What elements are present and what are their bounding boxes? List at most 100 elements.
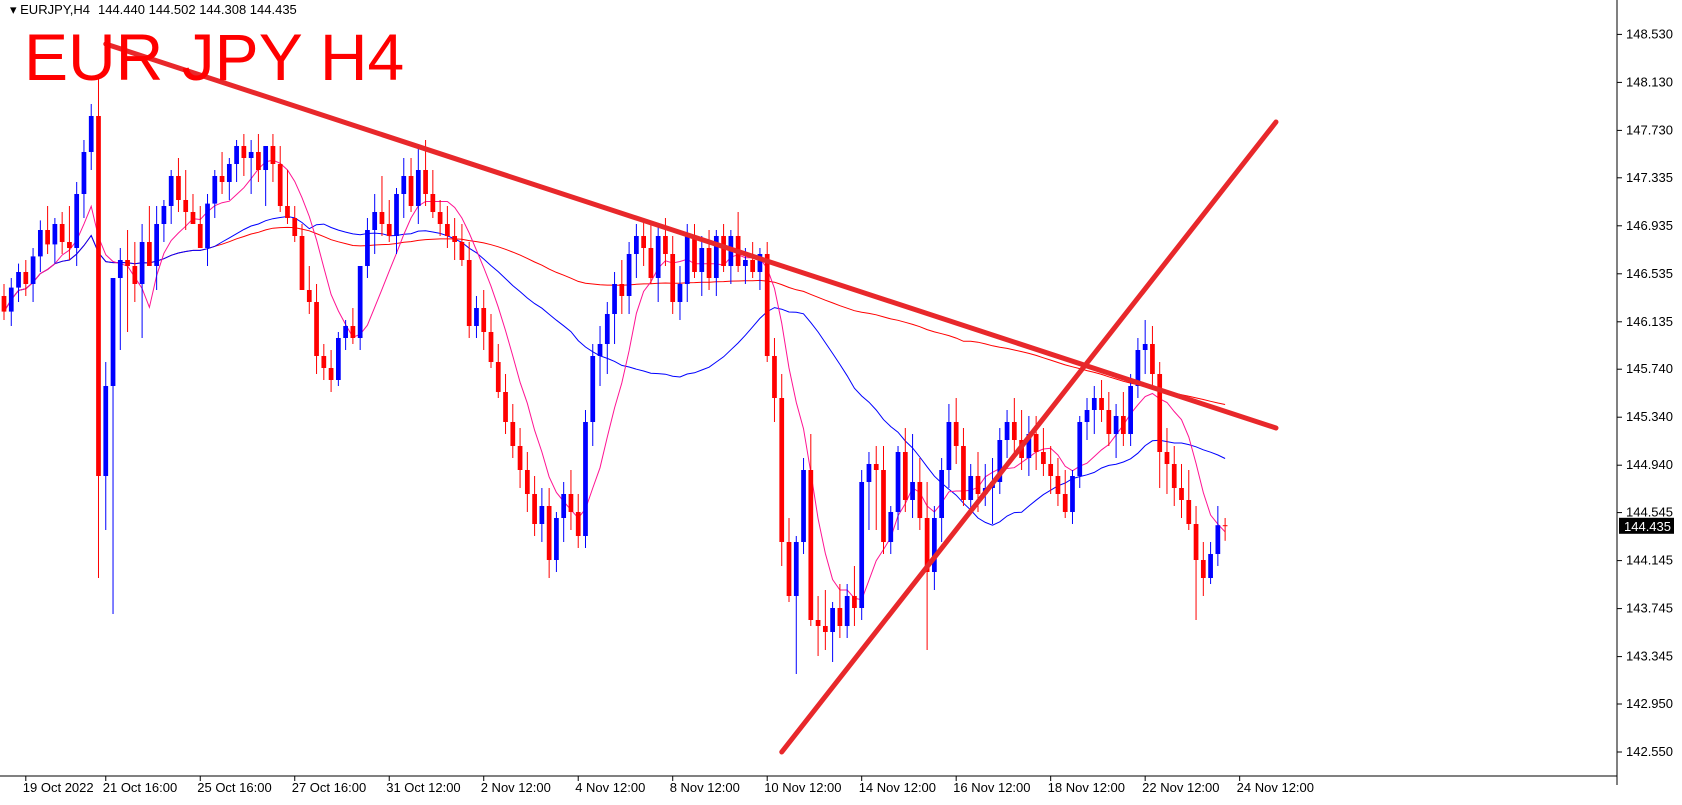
candle-body [292,218,298,236]
candle [321,344,327,380]
candle-body [568,494,574,512]
candle [408,158,414,212]
candle-body [401,176,407,194]
candle [452,218,458,260]
candle [263,146,269,206]
y-tick-label: 148.130 [1626,74,1673,89]
candle-body [953,422,959,446]
candle [495,344,501,398]
candle-body [1026,434,1032,458]
candle [139,224,145,338]
candle-body [263,146,269,170]
candle-body [837,608,843,626]
candle-body [554,518,559,560]
candle [539,488,545,542]
candle-body [299,236,305,290]
candle-body [168,176,174,206]
candle-body [445,224,450,236]
candle-body [1179,488,1184,500]
candle-body [604,314,610,344]
y-tick-label: 145.340 [1626,409,1673,424]
candle-body [16,272,21,288]
candle-body [866,464,872,482]
dropdown-triangle-icon[interactable]: ▾ [10,2,20,17]
candle-body [219,176,225,182]
candle-body [793,542,799,596]
candle-body [663,236,668,254]
ohlc-label: 144.440 144.502 144.308 144.435 [98,2,297,17]
candle [74,182,80,266]
y-axis: 148.530 148.130 147.730 147.335 146.935 146.5… [1616,0,1674,785]
candle-body [37,230,43,257]
candle [1135,338,1141,398]
candle [96,74,101,578]
trendline[interactable] [779,119,1279,755]
candle [517,428,523,488]
candle-body [546,506,552,560]
candle [837,584,843,638]
candle [997,428,1003,494]
candle [1200,542,1206,596]
y-tick-label: 148.530 [1626,26,1673,41]
candle [328,350,334,392]
x-tick-label: 22 Nov 12:00 [1142,780,1219,795]
candle-body [241,146,247,158]
chart-title: EUR JPY H4 [24,20,404,94]
candle-body [924,518,930,572]
current-price-tag: 144.435 [1619,517,1674,534]
candle-body [161,206,167,224]
y-tick-label: 142.550 [1626,744,1673,759]
candle-body [103,386,109,476]
y-tick-label: 142.950 [1626,696,1673,711]
candle [277,146,283,212]
candle-body [946,422,952,470]
candle [125,230,130,332]
candle-body [852,596,857,608]
candle [8,278,14,326]
candle [226,158,232,200]
candle-body [277,164,283,206]
x-tick-label: 27 Oct 16:00 [292,780,366,795]
candle-body [1164,452,1170,464]
candle-body [815,620,821,626]
candle-body [248,152,254,158]
candle [902,428,908,512]
candle-body [503,392,508,422]
trendline[interactable] [103,41,1279,431]
candle-body [648,248,654,278]
candle-body [357,266,363,338]
y-tick-label: 146.535 [1626,266,1673,281]
candle [822,590,828,650]
candle [430,170,436,218]
x-tick-label: 18 Nov 12:00 [1048,780,1125,795]
candle [335,332,341,386]
candle [772,338,777,422]
candle [801,458,806,554]
candle [932,506,937,590]
candle-body [808,470,814,620]
candle-body [830,608,835,632]
candle [466,242,472,338]
candle-body [8,287,14,312]
candle-body [132,266,138,284]
candle [183,170,189,230]
candle-body [1033,434,1039,452]
x-tick-label: 21 Oct 16:00 [103,780,177,795]
candle-body [1011,422,1017,440]
candle [568,470,574,530]
candle-body [539,506,545,524]
candle [677,266,683,320]
price-tag-label: 144.435 [1624,519,1671,534]
candle [37,220,43,272]
x-tick-label: 24 Nov 12:00 [1237,780,1314,795]
candle-body [481,308,487,332]
symbol-label: EURJPY,H4 [20,2,90,17]
y-tick-label: 146.935 [1626,218,1673,233]
candle-body [932,518,937,572]
candle-body [306,290,312,302]
candle-body [379,212,385,224]
x-axis: 19 Oct 2022 21 Oct 16:00 25 Oct 16:00 27 Oc… [0,775,1617,795]
candle-body [110,278,116,386]
x-tick-label: 19 Oct 2022 [23,780,94,795]
